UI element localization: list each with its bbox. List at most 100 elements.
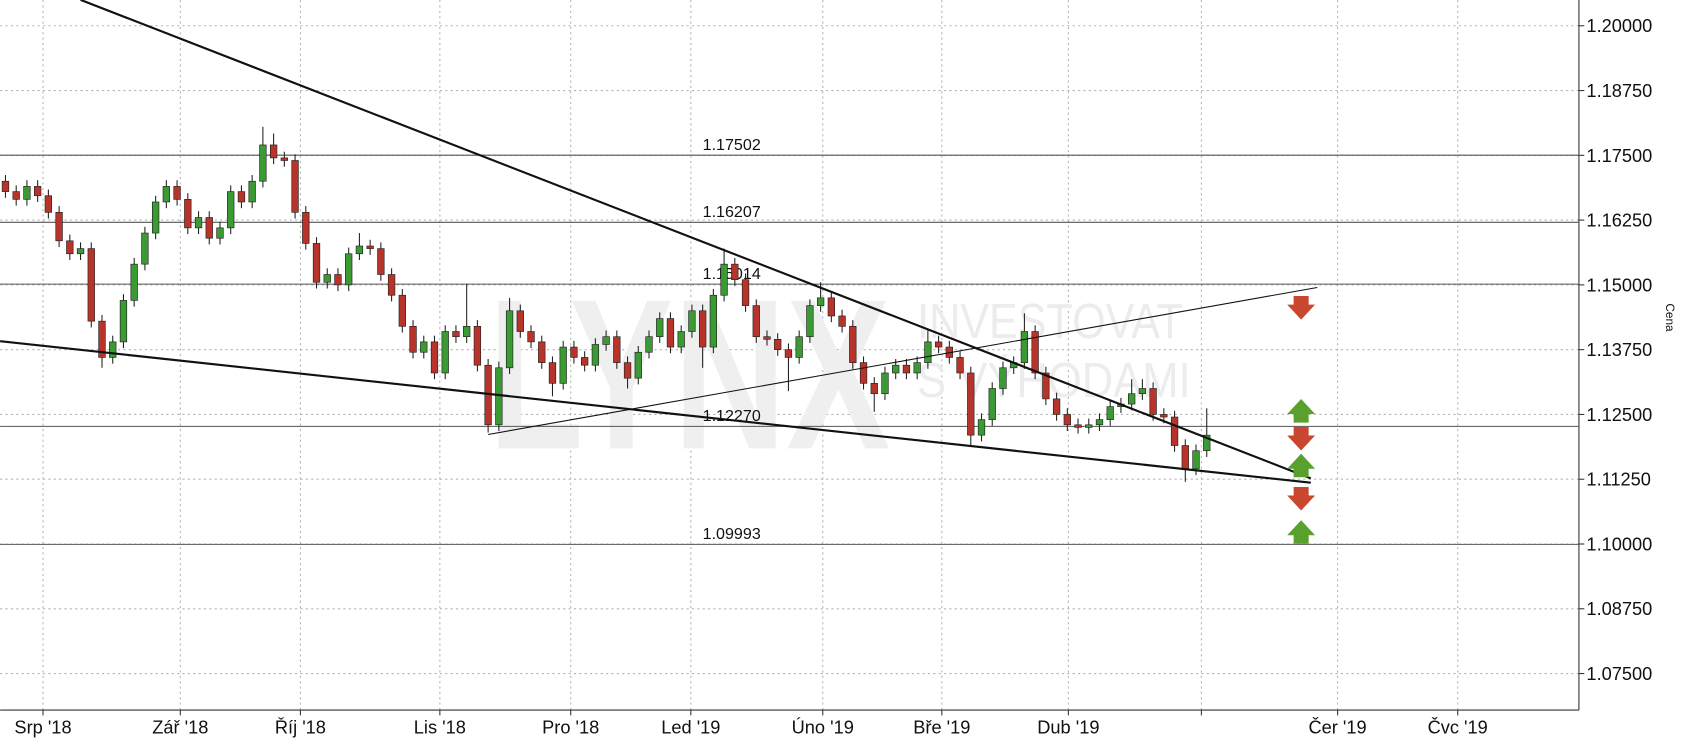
candle-body <box>977 419 986 436</box>
candle-body <box>1085 424 1093 428</box>
candle-body <box>55 212 63 242</box>
price-level-label: 1.09993 <box>703 525 761 543</box>
candle-body <box>924 341 932 363</box>
candle-body <box>784 349 793 358</box>
candle-body <box>1042 372 1050 400</box>
x-tick-label: Led '19 <box>661 717 720 738</box>
candle-body <box>881 372 889 395</box>
candle-body <box>698 310 707 348</box>
y-tick-label: 1.10000 <box>1586 533 1652 554</box>
candle-body <box>345 253 353 286</box>
candle-body <box>774 338 782 350</box>
up-arrow <box>1287 520 1316 544</box>
candle-body <box>1106 406 1114 420</box>
candle-body <box>76 248 85 255</box>
y-tick-label: 1.15000 <box>1586 274 1652 295</box>
candle-body <box>602 336 610 345</box>
candle-body <box>473 326 482 366</box>
trend-line <box>80 0 1312 480</box>
candle-body <box>548 362 557 384</box>
candle-body <box>248 180 256 203</box>
candle-body <box>355 245 364 255</box>
candle-body <box>98 320 106 358</box>
candle-body <box>87 248 95 322</box>
candle-body <box>1170 416 1179 446</box>
x-tick-label: Čvc '19 <box>1428 717 1488 738</box>
y-tick-label: 1.17500 <box>1586 145 1652 166</box>
candle-body <box>934 341 943 348</box>
up-arrow <box>1287 398 1316 423</box>
candle-body <box>1063 414 1071 426</box>
x-tick-label: Dub '19 <box>1037 717 1099 738</box>
candle-body <box>130 263 138 301</box>
candle-body <box>806 305 814 338</box>
x-tick-label: Zář '18 <box>152 717 208 738</box>
candle-body <box>688 310 696 332</box>
down-arrow <box>1287 296 1316 320</box>
candle-body <box>1203 434 1211 452</box>
candle-body <box>763 336 771 340</box>
down-arrow <box>1287 426 1316 451</box>
down-arrow <box>1287 486 1316 511</box>
candle-body <box>1 180 10 192</box>
candle-body <box>151 201 160 234</box>
candle-body <box>184 199 192 229</box>
candle-body <box>741 279 750 306</box>
y-tick-label: 1.12500 <box>1586 404 1652 425</box>
candle-body <box>387 274 396 296</box>
candle-body <box>463 326 471 338</box>
candle-body <box>291 160 299 213</box>
y-tick-label: 1.16250 <box>1586 210 1652 231</box>
candle-body <box>1128 393 1136 405</box>
candle-body <box>1020 331 1029 363</box>
candle-body <box>956 357 964 374</box>
candle-body <box>1149 388 1157 415</box>
candle-body <box>280 157 288 161</box>
candle-body <box>613 336 621 363</box>
candle-body <box>516 310 524 332</box>
x-tick-label: Srp '18 <box>14 717 71 738</box>
candle-body <box>827 297 835 317</box>
candle-body <box>816 297 825 306</box>
candle-body <box>312 243 321 283</box>
candle-body <box>902 364 911 374</box>
candle-body <box>623 362 632 379</box>
candle-body <box>709 294 718 348</box>
candle-body <box>452 331 460 338</box>
x-tick-label: Lis '18 <box>414 717 466 738</box>
candle-body <box>892 364 900 374</box>
candle-body <box>420 341 428 353</box>
candle-body <box>849 326 857 363</box>
candle-body <box>377 248 385 275</box>
background-layer: LYNX INVESTOVAT S VÝHODAMI <box>488 255 1191 494</box>
candle-body <box>634 351 642 379</box>
candle-body <box>1181 445 1189 470</box>
candle-body <box>269 144 278 159</box>
candle-body <box>44 195 53 213</box>
candle-body <box>162 186 171 203</box>
candle-body <box>323 274 331 283</box>
x-tick-label: Bře '19 <box>913 717 970 738</box>
up-arrow <box>1287 453 1316 478</box>
candle-body <box>656 318 664 338</box>
candle-body <box>227 191 235 229</box>
candle-body <box>795 336 803 358</box>
x-tick-label: Úno '19 <box>792 717 854 738</box>
price-level-label: 1.17502 <box>703 136 761 154</box>
candle-body <box>141 232 149 265</box>
candle-body <box>731 263 739 281</box>
candle-body <box>581 357 589 366</box>
y-tick-label: 1.18750 <box>1586 80 1652 101</box>
candle-body <box>913 362 921 374</box>
candle-body <box>967 372 975 436</box>
candle-body <box>1031 331 1039 374</box>
candle-body <box>409 326 417 353</box>
price-level-label: 1.16207 <box>703 203 761 221</box>
y-tick-label: 1.20000 <box>1586 15 1652 36</box>
candle-body <box>173 186 181 200</box>
y-tick-label: 1.13750 <box>1586 339 1652 360</box>
candle-body <box>527 331 535 343</box>
candle-body <box>677 331 685 348</box>
